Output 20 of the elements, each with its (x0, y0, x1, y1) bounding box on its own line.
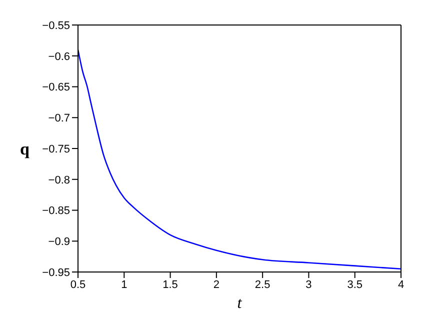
x-tick-label: 2.5 (254, 278, 270, 291)
y-axis-title: q (20, 140, 30, 159)
x-axis-title: t (237, 295, 242, 312)
x-tick-label: 4 (398, 278, 404, 291)
x-tick-label: 0.5 (70, 278, 86, 291)
x-tick-label: 3 (306, 278, 312, 291)
y-tick-label: −0.85 (42, 205, 70, 218)
x-tick-label: 2 (213, 278, 220, 291)
y-tick-label: −0.8 (48, 174, 70, 186)
line-series (78, 49, 401, 270)
y-tick-label: −0.65 (42, 82, 70, 94)
x-tick-label: 1 (121, 278, 128, 291)
y-tick-label: −0.9 (48, 236, 70, 248)
x-tick-label: 1.5 (162, 278, 178, 291)
y-tick-label: −0.55 (42, 20, 70, 32)
y-tick-label: −0.7 (48, 112, 70, 125)
y-tick-label: −0.6 (48, 50, 70, 63)
x-tick-label: 3.5 (347, 278, 363, 291)
y-tick-label: −0.75 (42, 143, 70, 156)
y-tick-label: −0.95 (42, 266, 70, 279)
